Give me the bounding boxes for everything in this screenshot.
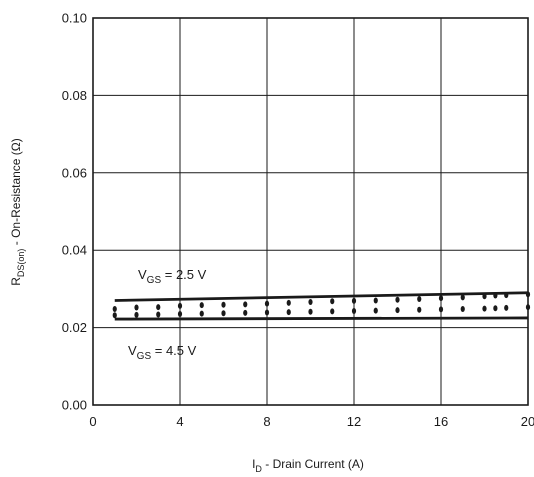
data-point (199, 302, 204, 309)
data-point (330, 308, 335, 315)
y-tick-label: 0.08 (62, 88, 87, 103)
grid (93, 18, 528, 405)
data-point (308, 308, 313, 315)
data-point (177, 311, 183, 318)
y-tick-label: 0.02 (62, 320, 87, 335)
tick-labels: 0 4 8 12 16 20 0.00 0.02 0.04 0.06 0.08 0.10 (62, 11, 534, 430)
data-point (504, 292, 509, 299)
data-point (199, 310, 204, 317)
data-point (395, 307, 400, 314)
data-point (221, 301, 226, 308)
y-tick-label: 0.00 (62, 398, 87, 413)
x-tick-label: 8 (263, 414, 270, 429)
data-point (373, 297, 378, 304)
data-point (482, 305, 487, 312)
data-point (112, 312, 117, 319)
x-tick-label: 12 (347, 414, 361, 429)
data-point (243, 309, 248, 316)
data-point (373, 307, 378, 314)
data-point (351, 307, 357, 314)
data-point (134, 311, 139, 318)
x-tick-label: 20 (521, 414, 534, 429)
y-axis-title: RDS(on) - On-Resistance (Ω) (9, 138, 26, 286)
data-point (134, 304, 139, 311)
data-point (243, 301, 248, 308)
data-point (482, 293, 487, 300)
data-point (221, 310, 226, 317)
series-label-vgs-2-5: VGS = 2.5 V (138, 267, 207, 286)
data-point (395, 296, 400, 303)
data-point (417, 306, 422, 313)
x-tick-label: 4 (176, 414, 183, 429)
data-point (156, 311, 161, 318)
data-point (504, 304, 509, 311)
series-line-vgs-2-5 (114, 291, 529, 302)
data-point (417, 295, 422, 302)
data-point (264, 300, 270, 307)
data-point (156, 304, 161, 311)
data-point (177, 302, 183, 309)
data-point (438, 295, 444, 302)
y-tick-label: 0.04 (62, 243, 87, 258)
data-point (112, 306, 117, 313)
data-point (264, 309, 270, 316)
y-tick-label: 0.10 (62, 11, 87, 26)
x-tick-label: 16 (434, 414, 448, 429)
data-point (286, 299, 291, 306)
y-tick-label: 0.06 (62, 165, 87, 180)
data-layer (112, 291, 531, 321)
data-point (286, 309, 291, 316)
x-tick-label: 0 (89, 414, 96, 429)
data-point (308, 299, 313, 306)
plot-frame (92, 17, 529, 406)
series-line-vgs-4-5 (114, 316, 529, 321)
data-point (351, 297, 357, 304)
data-point (460, 306, 465, 313)
series-label-vgs-4-5: VGS = 4.5 V (128, 343, 197, 362)
data-point (460, 294, 465, 301)
data-point (493, 292, 498, 299)
data-point (493, 305, 498, 312)
data-point (330, 298, 335, 305)
data-point (438, 306, 444, 313)
x-axis-title: ID - Drain Current (A) (252, 457, 364, 474)
